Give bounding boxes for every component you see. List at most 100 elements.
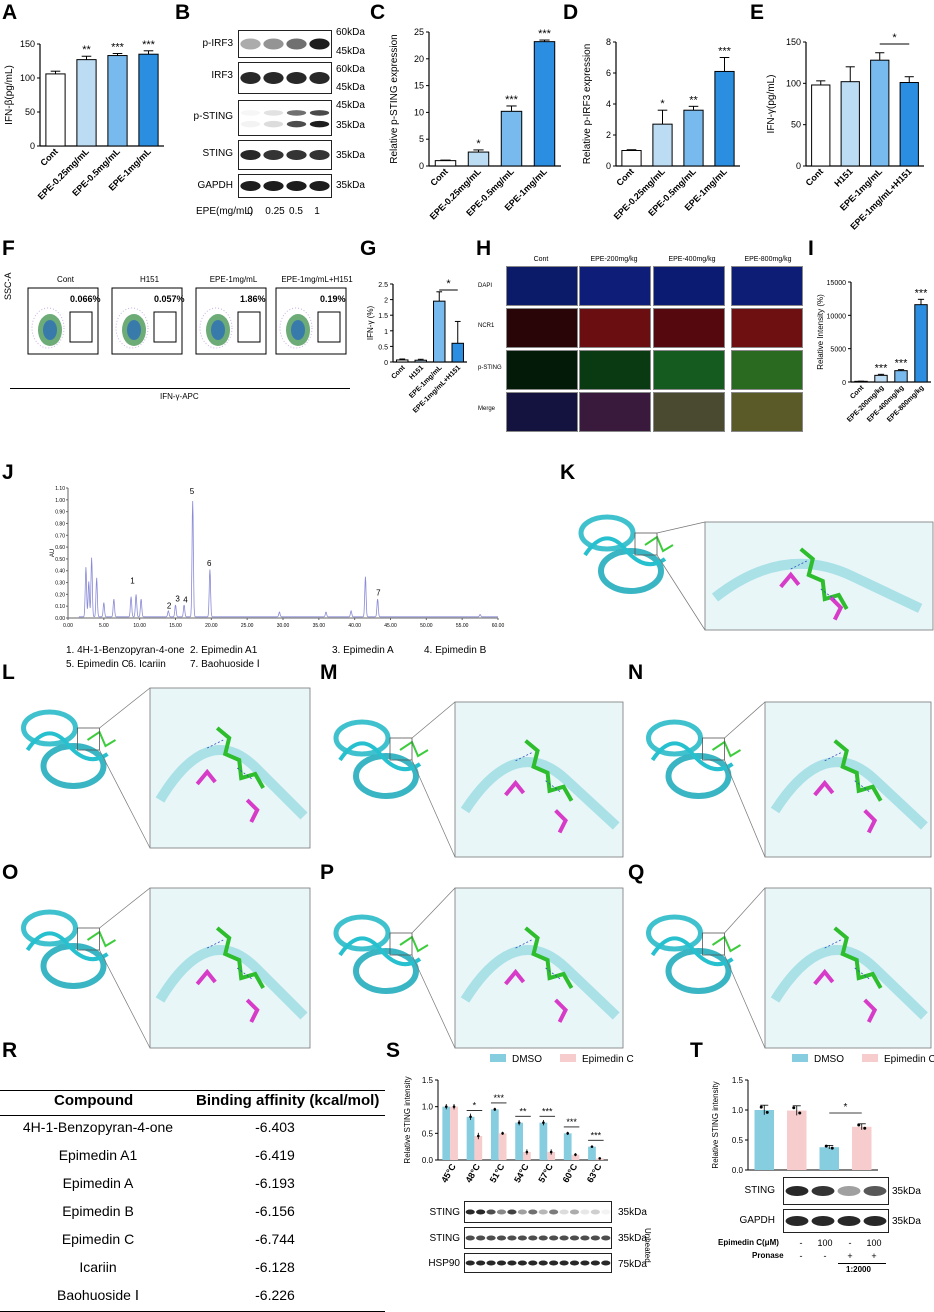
h-bond xyxy=(207,739,224,749)
x-tick-label: 30.00 xyxy=(277,623,290,629)
treatment-mark: 100 xyxy=(866,1238,882,1248)
dose-label: 0 xyxy=(247,206,253,217)
blot-label-irf3: IRF3 xyxy=(211,70,233,81)
x-tick-label: Cont xyxy=(390,364,407,381)
blot-band xyxy=(240,150,261,160)
data-point xyxy=(824,1144,828,1148)
zoom-line xyxy=(411,887,456,934)
zoom-line xyxy=(656,521,706,534)
kda-marker: 45kDa xyxy=(336,82,365,93)
table-row: Icariin -6.128 xyxy=(0,1259,385,1281)
bar xyxy=(811,84,831,167)
significance-label: *** xyxy=(591,1130,602,1140)
significance-label: ** xyxy=(82,44,91,56)
table-row: Epimedin A1 -6.419 xyxy=(0,1147,385,1169)
blot-band xyxy=(496,1209,507,1215)
ligand-small xyxy=(711,740,742,758)
y-axis-label: Relative STING intensity xyxy=(403,1076,412,1163)
panel-letter-n: N xyxy=(628,661,644,684)
dose-label: 0.5 xyxy=(289,206,303,217)
ligand xyxy=(524,739,574,802)
h-bond xyxy=(824,939,841,949)
protein-ribbon xyxy=(25,731,109,762)
protein-ribbon xyxy=(155,945,308,1020)
significance-label: *** xyxy=(895,358,909,370)
x-tick-label: 48°C xyxy=(463,1162,482,1185)
treatment-mark: + xyxy=(847,1251,853,1261)
data-point xyxy=(863,1126,867,1130)
bar xyxy=(466,1116,475,1160)
protein-ribbon xyxy=(338,741,422,772)
protein-ribbon xyxy=(770,757,928,830)
table-row: Epimedin B -6.156 xyxy=(0,1203,385,1225)
table-header-rule xyxy=(0,1115,385,1116)
blot-band xyxy=(549,1235,559,1241)
compound-name: Baohuoside Ⅰ xyxy=(57,1287,139,1303)
flow-cell-core xyxy=(127,320,141,340)
blot-band xyxy=(538,1260,548,1266)
blot-band xyxy=(486,1209,496,1215)
y-tick-label: 4 xyxy=(606,99,611,109)
bar xyxy=(138,53,159,147)
data-point xyxy=(525,1150,529,1154)
blot-band xyxy=(601,1209,611,1215)
y-tick-label: 6 xyxy=(606,68,611,78)
y-tick-label: 150 xyxy=(20,39,35,49)
h-col-label: EPE-200mg/kg xyxy=(590,256,638,263)
compound-name: Epimedin A1 xyxy=(58,1147,138,1163)
significance-label: ** xyxy=(519,1106,527,1116)
bar xyxy=(840,81,860,167)
blot-band xyxy=(263,38,284,50)
ligand-small xyxy=(399,935,429,953)
j-legend-item: 2. Epimedin A1 xyxy=(190,645,258,656)
blot-band xyxy=(517,1260,527,1266)
kda-marker: 75kDa xyxy=(618,1259,647,1270)
x-tick-label: 55.00 xyxy=(456,623,469,629)
blot-label-sting: STING xyxy=(202,148,233,159)
kda-marker: 45kDa xyxy=(336,100,365,111)
data-point xyxy=(517,1121,521,1124)
h-bond xyxy=(824,752,841,762)
blot-band xyxy=(811,1186,835,1196)
h-bond xyxy=(236,967,254,981)
bar xyxy=(467,151,490,167)
docking-zoom-frame xyxy=(454,887,624,1049)
residue xyxy=(195,768,260,823)
x-tick-label: 60.00 xyxy=(492,623,505,629)
kda-marker: 35kDa xyxy=(336,120,365,131)
blot-band xyxy=(517,1235,527,1241)
blot-band xyxy=(263,150,284,160)
blot-band xyxy=(309,72,330,84)
compound-name: Epimedin C xyxy=(61,1231,135,1247)
blot-label: GAPDH xyxy=(739,1215,775,1226)
y-tick-label: 1.5 xyxy=(732,1076,744,1085)
h-micrograph xyxy=(506,266,578,306)
y-axis-label: Relative Intensity (%) xyxy=(816,294,825,370)
blot-gapdh xyxy=(238,174,332,198)
x-tick-label: 5.00 xyxy=(99,623,109,629)
y-tick-label: 100 xyxy=(786,78,801,88)
x-tick-label: 25.00 xyxy=(241,623,254,629)
blot-label-p-sting: p-STING xyxy=(193,111,233,122)
ligand-small xyxy=(644,535,674,553)
zoom-line xyxy=(411,701,456,739)
y-tick-label: 15000 xyxy=(827,280,847,287)
data-point xyxy=(444,1105,448,1108)
panel-letter-d: D xyxy=(563,1,579,24)
h-micrograph xyxy=(653,392,725,432)
docking-zoom-frame xyxy=(704,521,934,631)
blot-band xyxy=(538,1235,548,1241)
table-row: Baohuoside Ⅰ -6.226 xyxy=(0,1287,385,1309)
h-row-label: NCR1 xyxy=(478,323,495,329)
h-bond xyxy=(790,560,807,570)
x-tick-label: Cont xyxy=(614,166,636,188)
flow-percent: 1.86% xyxy=(240,294,266,304)
bar xyxy=(107,55,128,147)
table-header-compound: Compound xyxy=(54,1092,134,1109)
j-legend-item: 7. Baohuoside Ⅰ xyxy=(190,659,260,670)
x-tick-label: 45.00 xyxy=(384,623,397,629)
blot-band xyxy=(549,1209,559,1215)
flow-gate xyxy=(237,311,261,343)
blot-band xyxy=(263,72,284,84)
ratio-rule xyxy=(838,1263,886,1264)
